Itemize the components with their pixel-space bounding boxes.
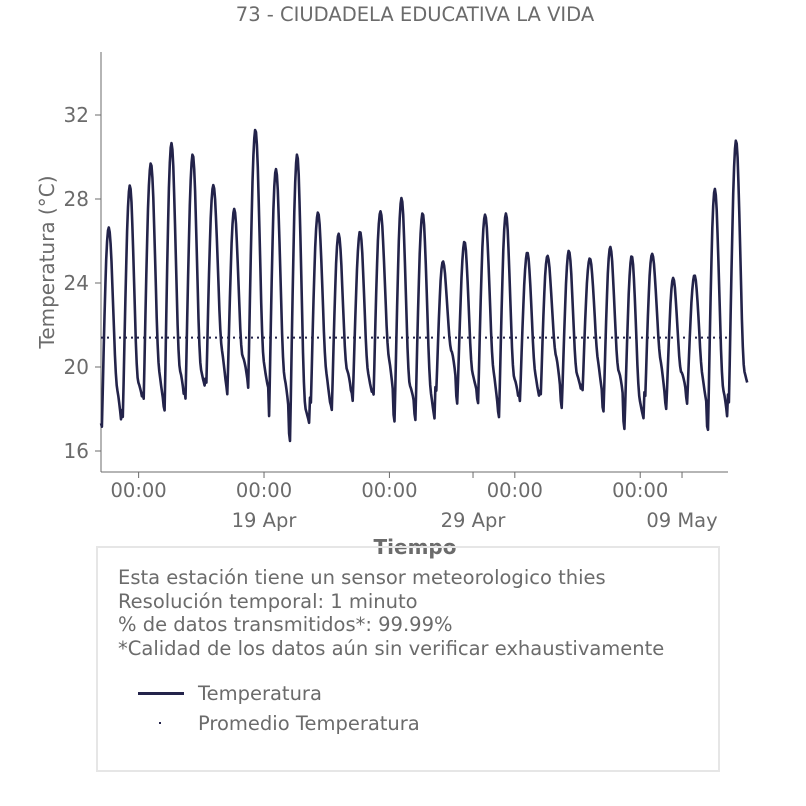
x-tick-time-label: 00:00 [236,479,292,502]
temperature-series-line [99,128,749,443]
chart-title: 73 - CIUDADELA EDUCATIVA LA VIDA [236,3,595,26]
y-ticks: 16 20 24 28 32 [64,103,101,463]
station-sensor-text: Esta estación tiene un sensor meteorolog… [118,566,606,589]
y-tick-label: 20 [64,355,89,379]
data-transmitted-text: % de datos transmitidos*: 99.99% [118,613,453,636]
y-axis-label: Temperatura (°C) [35,175,59,349]
info-box: Esta estación tiene un sensor meteorolog… [96,546,720,772]
x-tick-date-label: 19 Apr [232,509,298,532]
x-tick-time-label: 00:00 [487,479,543,502]
y-tick-label: 24 [64,271,89,295]
temporal-resolution-text: Resolución temporal: 1 minuto [118,589,418,613]
station-info: Esta estación tiene un sensor meteorolog… [118,566,664,660]
x-tick-time-label: 00:00 [361,479,417,502]
x-tick-date-label: 09 May [646,509,717,532]
chart-legend: Temperatura Promedio Temperatura [138,678,420,738]
y-tick-label: 32 [64,103,89,127]
y-tick-label: 16 [64,439,89,463]
legend-item-temperatura: Temperatura [138,678,420,708]
y-tick-label: 28 [64,187,89,211]
data-quality-note: *Calidad de los datos aún sin verificar … [118,636,665,660]
legend-label-temperatura: Temperatura [198,681,322,705]
x-ticks: 00:00 00:00 19 Apr 00:00 29 Apr 00:00 00:00 09 … [111,472,718,532]
x-tick-date-label: 29 Apr [441,509,507,532]
x-tick-time-label: 00:00 [111,479,167,502]
temperature-chart: 73 - CIUDADELA EDUCATIVA LA VIDA 16 20 24 2… [35,3,749,559]
legend-line-swatch [138,678,184,708]
legend-item-promedio: Promedio Temperatura [138,708,420,738]
x-tick-time-label: 00:00 [612,479,668,502]
legend-dot-swatch [138,708,184,738]
legend-label-promedio: Promedio Temperatura [198,711,420,735]
